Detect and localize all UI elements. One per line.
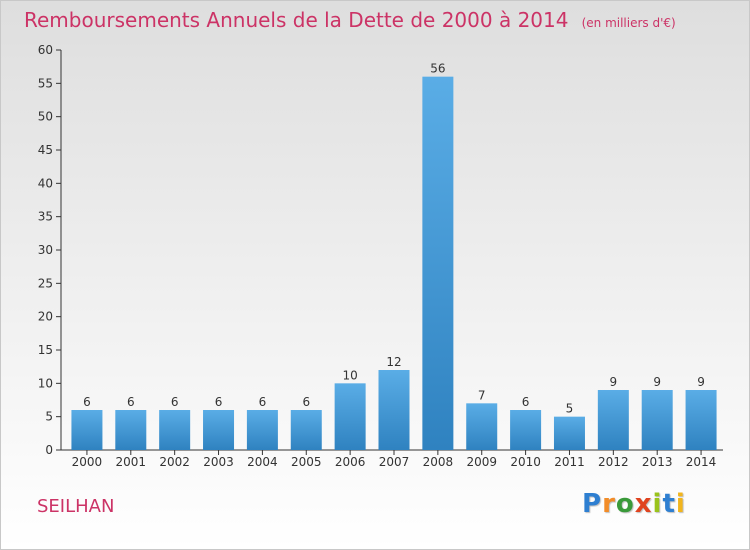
logo-letter: P xyxy=(582,489,603,519)
bar xyxy=(159,410,191,450)
bar xyxy=(553,416,585,450)
bar xyxy=(685,390,717,450)
data-label: 56 xyxy=(430,62,445,76)
y-tick-label: 40 xyxy=(38,176,53,190)
bar xyxy=(115,410,147,450)
bar xyxy=(422,76,454,451)
data-label: 6 xyxy=(171,395,179,409)
x-tick-label: 2011 xyxy=(554,455,585,469)
bar xyxy=(597,390,629,450)
x-tick-label: 2006 xyxy=(335,455,366,469)
data-label: 5 xyxy=(566,402,574,416)
y-tick-label: 20 xyxy=(38,310,53,324)
y-tick-label: 45 xyxy=(38,143,53,157)
bar xyxy=(71,410,103,450)
x-tick-label: 2014 xyxy=(686,455,717,469)
x-tick-label: 2004 xyxy=(247,455,278,469)
proxiti-logo: Proxiti xyxy=(582,489,686,519)
bar xyxy=(290,410,322,450)
bar xyxy=(246,410,278,450)
x-tick-label: 2000 xyxy=(72,455,103,469)
x-tick-label: 2001 xyxy=(116,455,147,469)
data-label: 9 xyxy=(610,375,618,389)
y-tick-label: 10 xyxy=(38,376,53,390)
data-label: 9 xyxy=(653,375,661,389)
x-tick-label: 2010 xyxy=(510,455,541,469)
bar xyxy=(641,390,673,450)
x-tick-label: 2007 xyxy=(379,455,410,469)
data-label: 6 xyxy=(259,395,267,409)
data-label: 6 xyxy=(302,395,310,409)
data-label: 7 xyxy=(478,388,486,402)
data-label: 6 xyxy=(83,395,91,409)
y-tick-label: 5 xyxy=(45,410,53,424)
chart-unit-text: (en milliers d'€) xyxy=(581,16,676,30)
y-tick-label: 30 xyxy=(38,243,53,257)
x-tick-label: 2009 xyxy=(466,455,497,469)
x-tick-label: 2002 xyxy=(159,455,190,469)
data-label: 6 xyxy=(522,395,530,409)
bar xyxy=(203,410,235,450)
y-tick-label: 35 xyxy=(38,210,53,224)
x-tick-label: 2013 xyxy=(642,455,673,469)
x-tick-label: 2008 xyxy=(423,455,454,469)
data-label: 12 xyxy=(386,355,401,369)
bar xyxy=(466,403,498,450)
chart-title: Remboursements Annuels de la Dette de 20… xyxy=(24,8,676,32)
y-tick-label: 15 xyxy=(38,343,53,357)
data-label: 6 xyxy=(215,395,223,409)
chart-title-text: Remboursements Annuels de la Dette de 20… xyxy=(24,8,569,32)
x-tick-label: 2005 xyxy=(291,455,322,469)
logo-letter: o xyxy=(615,489,635,519)
y-tick-label: 25 xyxy=(38,276,53,290)
bars xyxy=(71,76,717,451)
x-tick-label: 2003 xyxy=(203,455,234,469)
data-label: 6 xyxy=(127,395,135,409)
logo-letter: x xyxy=(634,489,653,519)
logo-letter: i xyxy=(675,489,686,519)
y-tick-label: 55 xyxy=(38,76,53,90)
commune-name: SEILHAN xyxy=(37,496,115,517)
y-tick-label: 0 xyxy=(45,443,53,457)
bar xyxy=(334,383,366,450)
bar xyxy=(378,370,410,450)
y-tick-label: 50 xyxy=(38,110,53,124)
logo-letter: t xyxy=(662,489,676,519)
logo-letter: r xyxy=(602,489,616,519)
logo-letter: i xyxy=(652,489,663,519)
x-tick-label: 2012 xyxy=(598,455,629,469)
labels: 2000 6 2001 6 2002 6 2003 6 2004 6 2005 6 2006 10 2007… xyxy=(72,62,717,469)
y-tick-label: 60 xyxy=(38,43,53,57)
bar xyxy=(510,410,542,450)
data-label: 10 xyxy=(342,368,357,382)
data-label: 9 xyxy=(697,375,705,389)
